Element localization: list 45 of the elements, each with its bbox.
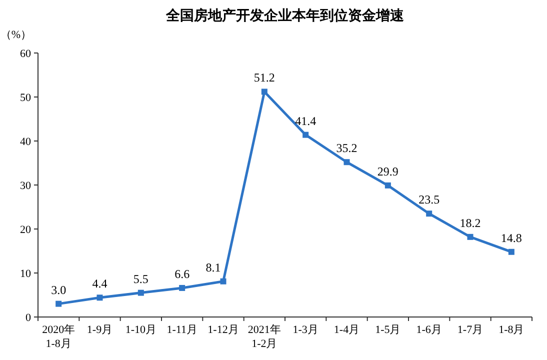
x-tick-label: 2020年 1-8月 [42,324,76,350]
x-tick-label: 1-5月 [375,324,401,336]
point [302,132,309,138]
point [467,234,474,240]
data-label: 29.9 [377,164,398,178]
point [384,182,391,188]
data-label: 5.5 [133,272,148,286]
data-label: 41.4 [295,114,316,128]
point [426,210,432,217]
chart-title: 全国房地产开发企业本年到位资金增速 [165,7,405,24]
y-axis-title: （%） [0,29,32,41]
data-label: 14.8 [500,230,522,245]
data-label: 8.1 [206,260,221,274]
point [344,159,350,166]
data-label: 23.5 [418,192,440,207]
y-tick-label: 10 [20,268,32,280]
point [220,278,226,284]
y-tick-label: 60 [20,48,32,60]
data-label: 35.2 [336,141,358,156]
data-label: 3.0 [51,282,66,297]
point [96,294,103,301]
y-tick-label: 40 [20,136,32,148]
point [138,290,144,296]
x-tick-label: 1-7月 [457,324,484,336]
y-tick-label: 20 [20,224,32,236]
data-label: 4.4 [92,276,108,291]
x-tick-label: 1-6月 [416,324,442,336]
x-tick-label: 1-3月 [292,324,318,336]
point [56,300,62,307]
y-tick-label: 30 [20,180,32,192]
point [261,88,268,95]
x-tick-label: 1-9月 [86,324,113,336]
x-tick-label: 1-10月 [125,324,157,336]
y-tick-label: 50 [20,92,32,104]
x-tick-label: 1-11月 [166,324,198,336]
x-tick-label: 1-4月 [334,324,360,336]
data-label: 6.6 [174,266,190,281]
point [508,248,514,255]
x-tick-label: 1-8月 [498,324,524,336]
data-label: 18.2 [460,216,481,230]
x-tick-label: 2021年 1-2月 [248,324,281,350]
data-label: 51.2 [254,70,275,85]
point [179,284,186,291]
y-tick-label: 0 [26,312,32,324]
x-tick-label: 1-12月 [208,324,239,336]
